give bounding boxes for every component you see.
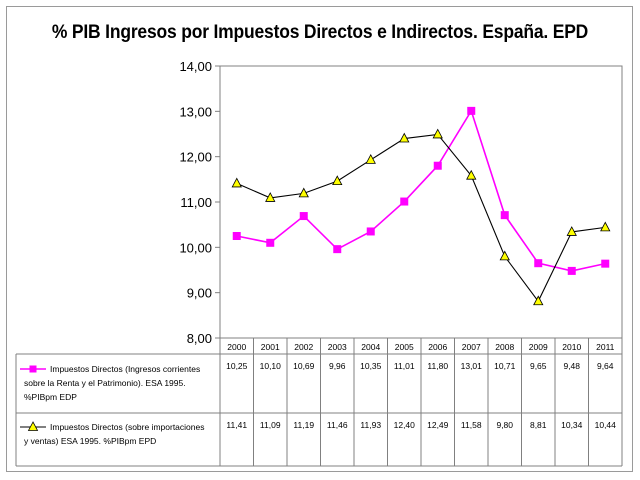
- table-cell-value: 10,35: [360, 361, 382, 371]
- table-cell-value: 10,44: [595, 420, 617, 430]
- x-category-label: 2006: [428, 342, 447, 352]
- data-point-series-2: [231, 177, 242, 188]
- x-category-label: 2010: [562, 342, 581, 352]
- table-cell-value: 11,01: [394, 361, 415, 371]
- data-point-series-2: [600, 221, 611, 232]
- x-category-label: 2001: [261, 342, 280, 352]
- table-cell-value: 11,58: [461, 420, 482, 430]
- y-tick-label: 12,00: [179, 150, 212, 165]
- data-point-series-2: [566, 226, 577, 236]
- table-cell-value: 11,93: [360, 420, 381, 430]
- y-tick-label: 13,00: [179, 104, 212, 119]
- table-cell-value: 10,71: [494, 361, 516, 371]
- table-cell-value: 11,09: [260, 420, 281, 430]
- table-cell-value: 8,81: [530, 420, 547, 430]
- legend-key-marker-1: [29, 365, 37, 373]
- data-point-series-2: [499, 250, 510, 261]
- y-tick-label: 9,00: [187, 286, 212, 301]
- table-cell-value: 11,19: [293, 420, 314, 430]
- x-category-label: 2007: [462, 342, 481, 352]
- x-category-label: 2011: [596, 342, 615, 352]
- table-cell-value: 11,41: [226, 420, 247, 430]
- legend-label-line: Impuestos Directos (Ingresos corrientes: [50, 364, 200, 374]
- table-cell-value: 10,10: [260, 361, 282, 371]
- data-point-series-1: [266, 238, 275, 247]
- data-point-series-2: [466, 169, 477, 180]
- plot-area: [219, 65, 623, 339]
- table-cell-value: 11,80: [427, 361, 448, 371]
- data-point-series-1: [333, 245, 342, 254]
- data-point-series-1: [467, 106, 476, 115]
- table-cell-value: 9,65: [530, 361, 547, 371]
- table-cell-value: 12,40: [394, 420, 416, 430]
- data-point-series-2: [332, 175, 343, 186]
- x-category-label: 2003: [328, 342, 347, 352]
- data-point-series-1: [232, 232, 241, 240]
- series-line-2: [236, 133, 606, 303]
- chart-title: % PIB Ingresos por Impuestos Directos e …: [51, 22, 589, 43]
- x-category-label: 2009: [529, 342, 548, 352]
- data-point-series-1: [366, 227, 375, 236]
- table-cell-value: 10,69: [293, 361, 315, 371]
- data-point-series-1: [500, 211, 509, 220]
- table-cell-value: 12,49: [427, 420, 449, 430]
- x-category-label: 2000: [227, 342, 246, 352]
- data-point-series-1: [567, 266, 576, 275]
- table-cell-value: 10,34: [561, 420, 583, 430]
- data-point-series-1: [534, 259, 543, 268]
- y-tick-label: 8,00: [187, 331, 212, 346]
- table-cell-value: 9,48: [563, 361, 580, 371]
- legend-label-line: %PIBpm EDP: [24, 392, 77, 402]
- data-point-series-1: [299, 212, 308, 221]
- table-cell-value: 11,46: [327, 420, 348, 430]
- chart-frame: [6, 6, 633, 472]
- data-point-series-2: [265, 192, 276, 202]
- x-category-label: 2008: [495, 342, 514, 352]
- table-cell-value: 9,64: [597, 361, 614, 371]
- table-cell-value: 9,80: [496, 420, 513, 430]
- x-category-label: 2005: [395, 342, 414, 352]
- data-point-series-1: [433, 161, 442, 170]
- data-point-series-2: [399, 132, 410, 143]
- data-point-series-1: [601, 259, 610, 268]
- data-point-series-2: [365, 153, 376, 164]
- table-cell-value: 10,25: [226, 361, 248, 371]
- table-cell-value: 9,96: [329, 361, 346, 371]
- data-point-series-2: [298, 187, 309, 198]
- data-point-series-2: [533, 295, 544, 306]
- y-tick-label: 11,00: [180, 195, 212, 210]
- legend-label-line: y ventas) ESA 1995. %PIBpm EPD: [24, 436, 156, 446]
- y-tick-label: 14,00: [179, 59, 212, 74]
- data-point-series-2: [432, 128, 443, 139]
- x-category-label: 2004: [361, 342, 380, 352]
- y-tick-label: 10,00: [179, 240, 212, 255]
- legend-label-line: sobre la Renta y el Patrimonio). ESA 199…: [24, 378, 186, 388]
- legend-key-marker-2: [27, 421, 39, 431]
- data-point-series-1: [400, 197, 409, 206]
- series-line-1: [236, 108, 606, 272]
- table-cell-value: 13,01: [461, 361, 483, 371]
- legend-label-line: Impuestos Directos (sobre importaciones: [50, 422, 204, 432]
- x-category-label: 2002: [294, 342, 313, 352]
